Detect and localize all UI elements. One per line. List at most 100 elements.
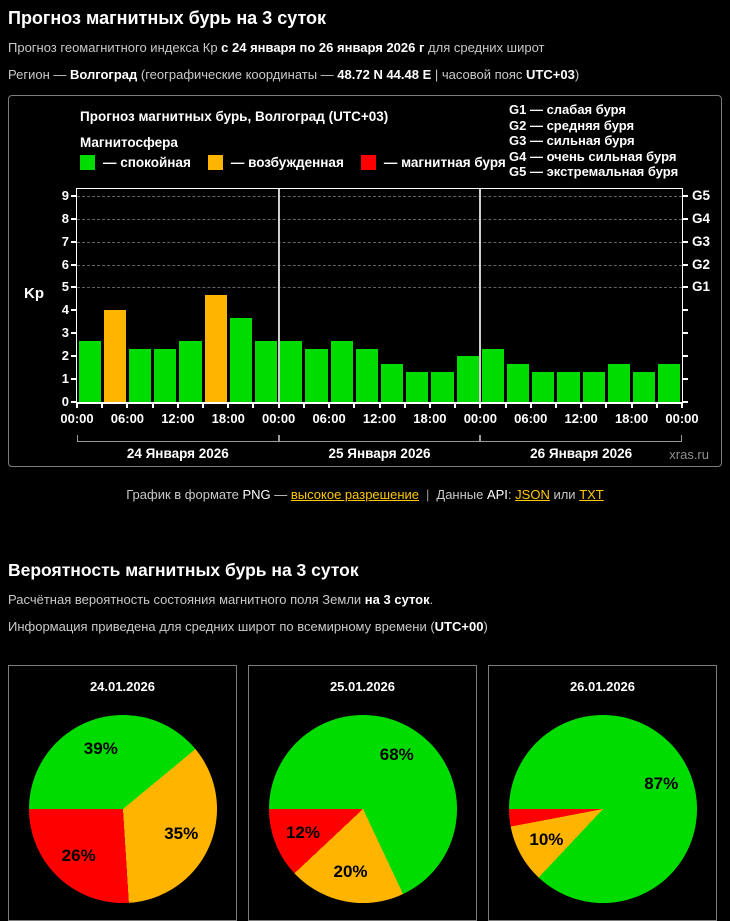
x-axis-tick <box>202 402 205 408</box>
x-axis-tick <box>227 402 230 408</box>
day-bracket <box>480 435 682 442</box>
y-axis-tick <box>71 355 77 358</box>
probability-line1: Расчётная вероятность состояния магнитно… <box>8 592 730 608</box>
kp-bar <box>78 340 101 402</box>
x-axis-tick <box>630 402 633 408</box>
kp-bar <box>381 363 404 402</box>
x-axis-tick <box>681 402 683 408</box>
or-text: или <box>549 487 580 502</box>
x-axis-tick <box>151 402 154 408</box>
x-axis-tick <box>353 402 356 408</box>
legend-item-storm: — магнитная буря <box>360 155 506 170</box>
x-axis-tick <box>580 402 583 408</box>
quiet-color-swatch <box>80 155 95 170</box>
storm-color-swatch <box>360 155 376 170</box>
gridline <box>77 195 682 197</box>
y-axis-tick <box>71 263 77 266</box>
y-axis-label: 5 <box>61 279 69 295</box>
probability-line2-suffix: ) <box>483 619 488 634</box>
subtitle-dates: с 24 января по 26 января 2026 г <box>221 40 425 55</box>
y-axis-tick <box>71 240 77 243</box>
api-label: API <box>486 487 508 502</box>
x-axis-tick <box>504 402 507 408</box>
y-axis-label: 2 <box>61 348 69 364</box>
x-axis-tick <box>302 402 305 408</box>
x-axis-tick <box>101 402 104 408</box>
magnetosphere-label: Магнитосфера <box>80 135 178 150</box>
x-axis-label: 00:00 <box>60 411 94 426</box>
pie-box-day3: 26.01.2026 87% 10% <box>488 665 717 921</box>
region-prefix: Регион — <box>8 67 70 82</box>
links-dash: — <box>270 487 291 502</box>
probability-line1-bold: на 3 суток <box>364 592 430 607</box>
pie-box-day1: 24.01.2026 39% 35% 26% <box>8 665 237 921</box>
pie-date-day3: 26.01.2026 <box>569 679 636 694</box>
pie-chart-day2: 68% 20% 12% <box>268 715 457 903</box>
kp-bar <box>305 348 328 402</box>
day-divider <box>479 189 482 402</box>
pie-percent-label: 10% <box>529 829 564 849</box>
kp-bar <box>280 340 303 402</box>
x-axis-label: 06:00 <box>110 411 145 426</box>
y-axis-label: 4 <box>61 302 69 318</box>
x-axis-label: 18:00 <box>614 411 649 426</box>
y-axis-label: 0 <box>61 394 69 409</box>
region-line: Регион — Волгоград (географические коорд… <box>8 67 730 83</box>
kp-bar <box>254 340 278 402</box>
x-axis-tick <box>479 402 482 408</box>
probability-line1-prefix: Расчётная вероятность состояния магнитно… <box>8 592 365 607</box>
legend-item-excited: — возбужденная <box>207 155 344 170</box>
kp-bar <box>507 363 530 402</box>
x-axis-label: 00:00 <box>463 411 497 426</box>
kp-bar-plot: 0 1 2 3 4 5 6 7 8 9 G1 G2 G3 G4 G5 00:00 06:00 12:00 18:00… <box>24 188 710 462</box>
subtitle-prefix: Прогноз геомагнитного индекса Кр <box>8 40 222 55</box>
probability-line2: Информация приведена для средних широт п… <box>8 619 730 635</box>
kp-bar <box>607 363 631 402</box>
day-label: 25 Января 2026 <box>328 446 431 461</box>
region-coords: 48.72 N 44.48 E <box>337 67 432 82</box>
kp-bar <box>355 348 378 402</box>
day-divider <box>277 189 280 402</box>
gridline <box>77 241 682 243</box>
pie-box-day2: 25.01.2026 68% 20% 12% <box>248 665 477 921</box>
kp-bar <box>179 340 202 402</box>
x-axis-label: 18:00 <box>211 411 245 426</box>
pie-date-day2: 25.01.2026 <box>329 679 396 694</box>
x-axis-label: 00:00 <box>665 411 699 426</box>
download-links-line: График в формате PNG — высокое разрешени… <box>0 487 730 502</box>
region-timezone: UTC+03 <box>526 67 575 82</box>
x-axis-tick <box>605 402 608 408</box>
x-axis-label: 06:00 <box>514 411 548 426</box>
right-axis-tick <box>682 401 688 403</box>
region-mid: (географические координаты — <box>137 67 338 82</box>
y-axis-tick <box>71 309 77 312</box>
x-axis-tick <box>76 402 78 408</box>
high-resolution-link[interactable]: высокое разрешение <box>290 487 419 502</box>
probability-line1-suffix: . <box>429 592 434 607</box>
y-axis-tick <box>71 401 77 403</box>
right-axis-tick <box>682 240 688 243</box>
pie-chart-day3: 87% 10% <box>508 715 697 903</box>
x-axis-label: 12:00 <box>161 411 195 426</box>
pie-percent-label: 20% <box>333 861 368 881</box>
probability-line2-prefix: Информация приведена для средних широт п… <box>8 619 435 634</box>
x-axis-tick <box>126 402 129 408</box>
legend-item-quiet: — спокойная <box>80 155 191 170</box>
day-label: 26 Января 2026 <box>530 446 633 461</box>
png-format-label: PNG <box>242 487 271 502</box>
kp-bar <box>481 348 505 402</box>
right-axis-tick <box>682 286 688 289</box>
json-link[interactable]: JSON <box>515 487 550 502</box>
x-axis-label: 00:00 <box>262 411 296 426</box>
right-axis-tick <box>682 332 688 335</box>
kp-bar <box>330 340 353 402</box>
subtitle-suffix: для средних широт <box>424 40 545 55</box>
legend-label-quiet: — спокойная <box>103 155 191 170</box>
kp-bar <box>431 371 454 402</box>
txt-link[interactable]: TXT <box>579 487 604 502</box>
x-axis-tick <box>328 402 331 408</box>
kp-bar <box>103 310 126 402</box>
y-axis-tick <box>71 378 77 381</box>
kp-bar <box>582 371 605 402</box>
g1-description: G1 — слабая буря <box>509 102 627 117</box>
